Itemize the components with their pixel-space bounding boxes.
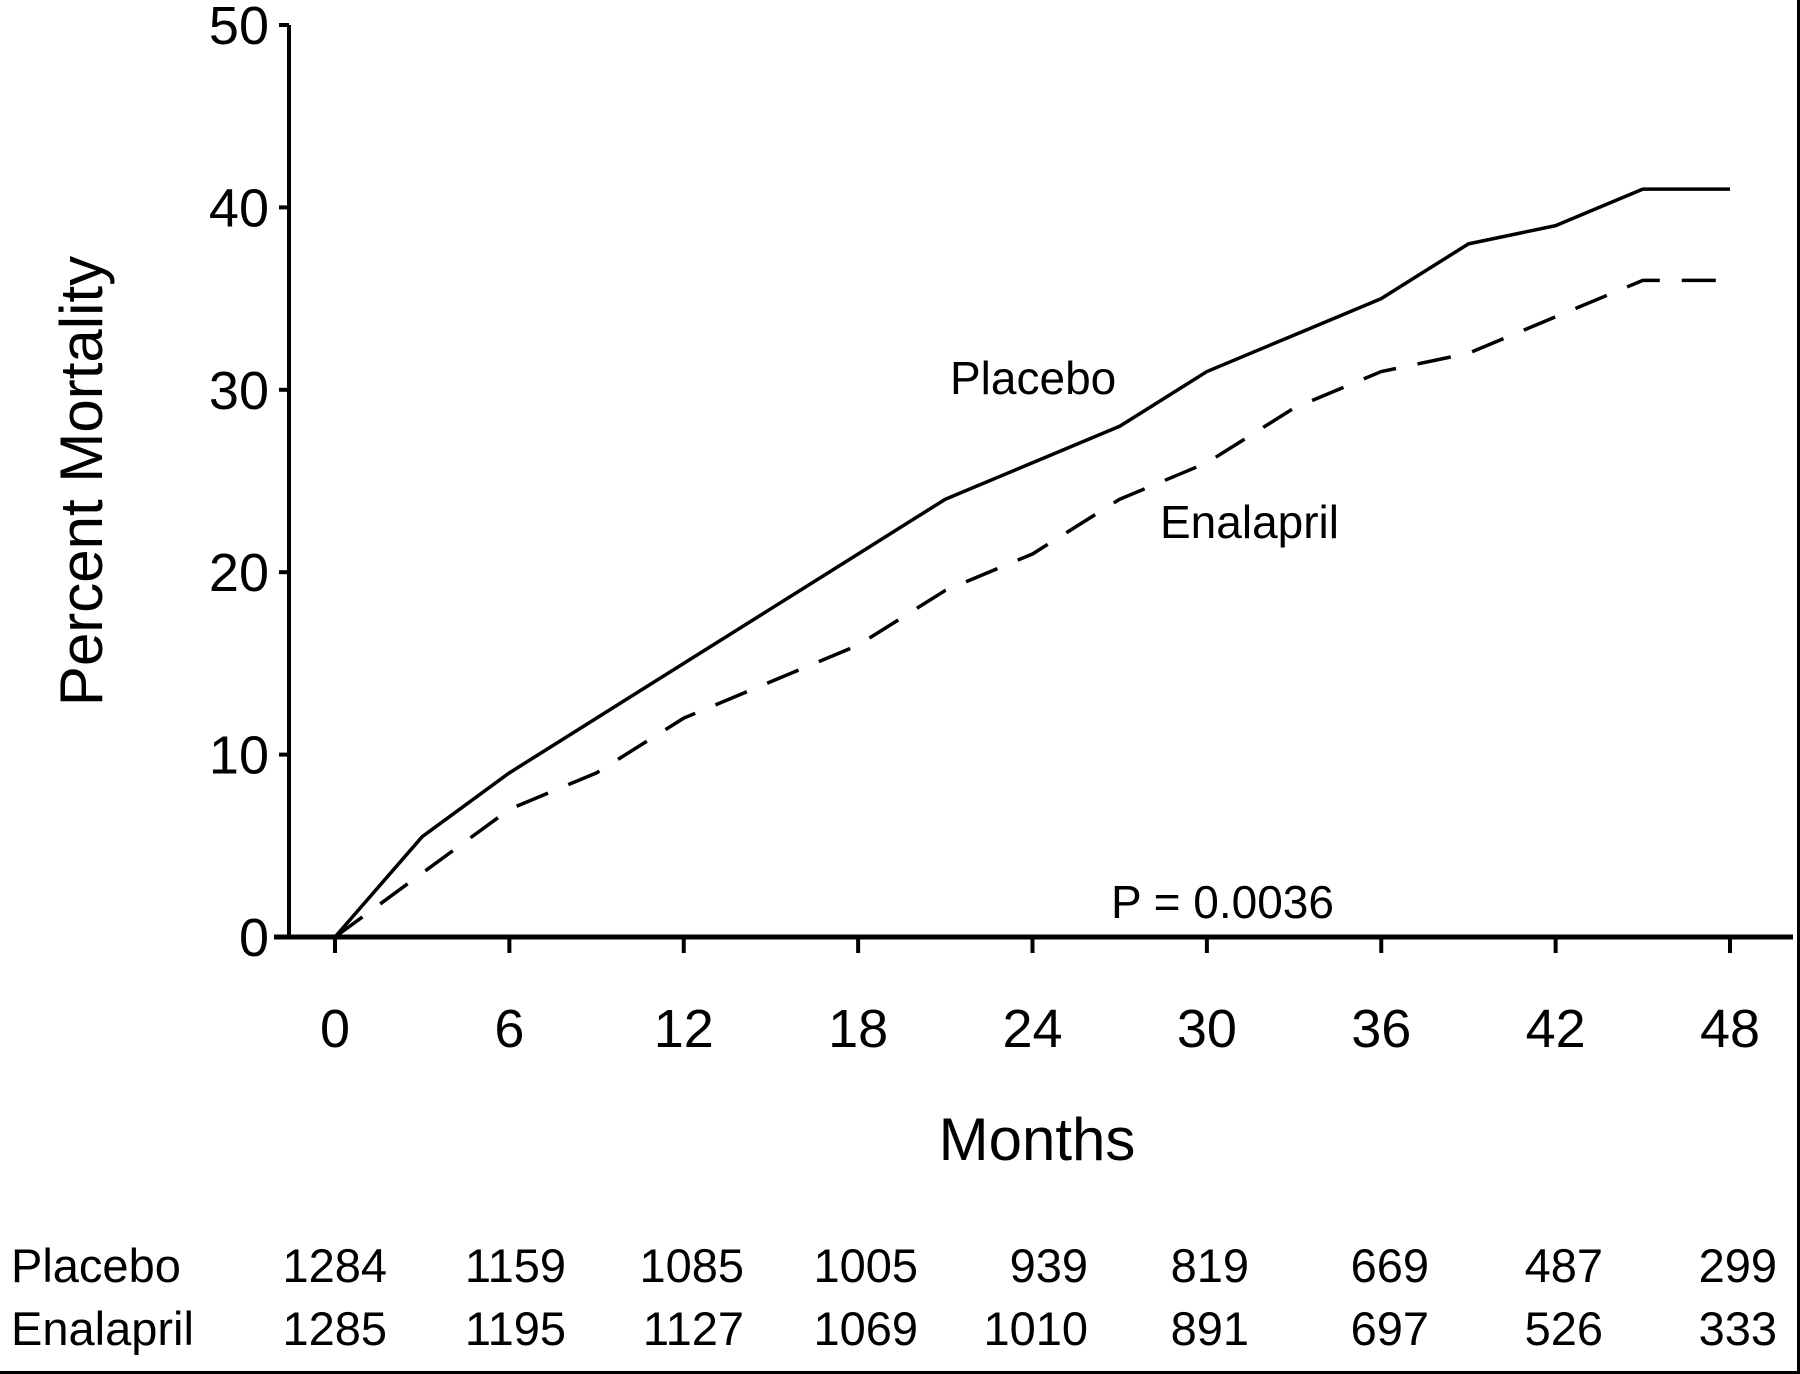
placebo-label: Placebo [950,352,1116,404]
at-risk-count: 1085 [639,1239,744,1292]
x-tick-label: 18 [828,999,888,1059]
at-risk-count: 1010 [983,1302,1088,1355]
at-risk-count: 891 [1171,1302,1249,1355]
x-tick-label: 6 [494,999,524,1059]
at-risk-count: 1159 [465,1239,566,1292]
at-risk-count: 669 [1351,1239,1429,1292]
x-tick-label: 48 [1700,999,1760,1059]
at-risk-count: 299 [1699,1239,1777,1292]
y-tick-label: 50 [209,0,269,56]
series-line-placebo [333,187,1730,939]
x-tick-label: 42 [1526,999,1586,1059]
x-tick-label: 30 [1177,999,1237,1059]
y-tick-label: 0 [239,908,269,968]
x-tick-label: 0 [320,999,350,1059]
at-risk-count: 697 [1351,1302,1429,1355]
at-risk-count: 939 [1010,1239,1088,1292]
at-risk-count: 526 [1525,1302,1603,1355]
at-risk-row-label: Enalapril [11,1302,194,1355]
y-tick-label: 40 [209,178,269,238]
at-risk-count: 333 [1699,1302,1777,1355]
at-risk-count: 1069 [813,1302,918,1355]
x-tick-label: 12 [654,999,714,1059]
y-tick-label: 30 [209,361,269,421]
at-risk-count: 819 [1171,1239,1249,1292]
p-value-annotation: P = 0.0036 [1111,876,1334,928]
x-tick-label: 36 [1351,999,1411,1059]
at-risk-count: 1127 [643,1302,744,1355]
x-tick-label: 24 [1002,999,1062,1059]
enalapril-label: Enalapril [1160,496,1339,548]
x-axis-title: Months [939,1106,1136,1173]
at-risk-count: 1284 [282,1239,387,1292]
y-tick-label: 20 [209,543,269,603]
at-risk-row-label: Placebo [11,1239,181,1292]
y-axis-title: Percent Mortality [48,256,115,706]
at-risk-count: 487 [1525,1239,1603,1292]
y-tick-label: 10 [209,726,269,786]
at-risk-count: 1195 [465,1302,566,1355]
series-line-enalapril [333,278,1730,939]
at-risk-count: 1005 [813,1239,918,1292]
at-risk-count: 1285 [282,1302,387,1355]
